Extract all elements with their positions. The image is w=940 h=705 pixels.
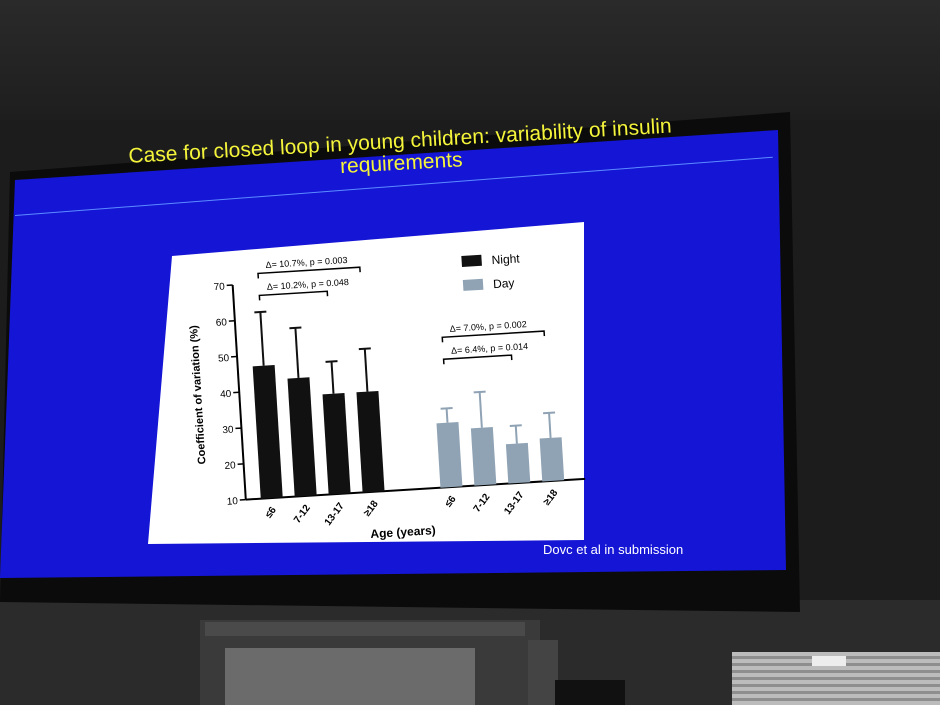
error-bar-cap — [509, 424, 522, 428]
error-bar — [363, 348, 369, 392]
stage-opening — [225, 648, 475, 705]
error-bar-cap — [440, 406, 453, 410]
bar-day-1 — [470, 427, 497, 486]
x-tick-label: 7-12 — [292, 503, 313, 526]
error-bar — [330, 361, 335, 394]
bar-day-2 — [505, 442, 531, 484]
bar-night-1 — [287, 377, 317, 497]
legend-label-day: Day — [493, 276, 515, 291]
significance-label: Δ= 7.0%, p = 0.002 — [449, 319, 527, 334]
legend-label-night: Night — [491, 251, 520, 267]
significance-label: Δ= 10.2%, p = 0.048 — [267, 277, 350, 292]
significance-label: Δ= 6.4%, p = 0.014 — [451, 341, 529, 356]
y-tick-label: 40 — [220, 389, 232, 401]
bar-night-0 — [252, 365, 283, 499]
x-tick-label: 7-12 — [472, 492, 493, 515]
error-bar-cap — [254, 310, 267, 314]
significance-label: Δ= 10.7%, p = 0.003 — [265, 255, 348, 270]
error-bar — [478, 391, 483, 428]
y-tick-label: 20 — [224, 460, 236, 472]
error-bar — [514, 425, 518, 444]
floor-device — [555, 680, 625, 705]
error-bar-cap — [543, 411, 556, 415]
error-bar-cap — [358, 347, 371, 351]
y-tick-label: 70 — [213, 281, 225, 293]
bar-night-3 — [356, 390, 385, 493]
x-tick-label: 13-17 — [502, 489, 526, 516]
error-bar — [445, 408, 449, 423]
error-bar — [294, 327, 300, 378]
x-axis-label: Age (years) — [370, 523, 436, 541]
significance-bracket — [257, 266, 361, 279]
x-tick-label: 13-17 — [323, 500, 347, 527]
error-bar — [548, 412, 552, 438]
citation: Dovc et al in submission — [543, 542, 684, 557]
x-tick-label: ≥18 — [542, 487, 561, 507]
y-tick-label: 30 — [222, 425, 234, 437]
significance-bracket — [442, 354, 513, 365]
y-axis-label: Coefficient of variation (%) — [188, 325, 209, 465]
error-bar-cap — [325, 360, 338, 363]
bar-day-0 — [436, 421, 463, 488]
error-bar-cap — [473, 390, 486, 394]
room-ceiling — [0, 0, 940, 120]
x-tick-label: ≤6 — [443, 494, 459, 510]
x-tick-label: ≤6 — [263, 505, 279, 521]
x-tick-label: ≥18 — [362, 498, 381, 518]
pillar — [528, 640, 558, 705]
bar-day-3 — [539, 437, 565, 482]
legend-swatch-day — [462, 278, 484, 291]
vent-label — [812, 656, 846, 666]
y-tick-label: 50 — [218, 353, 230, 365]
bar-night-2 — [322, 393, 351, 495]
stage-edge — [205, 622, 525, 636]
y-tick-label: 10 — [226, 496, 238, 508]
legend-swatch-night — [461, 254, 482, 267]
significance-bracket — [258, 290, 329, 301]
y-tick-label: 60 — [216, 317, 228, 329]
significance-bracket — [441, 330, 546, 343]
error-bar — [259, 311, 265, 366]
error-bar-cap — [289, 326, 302, 330]
